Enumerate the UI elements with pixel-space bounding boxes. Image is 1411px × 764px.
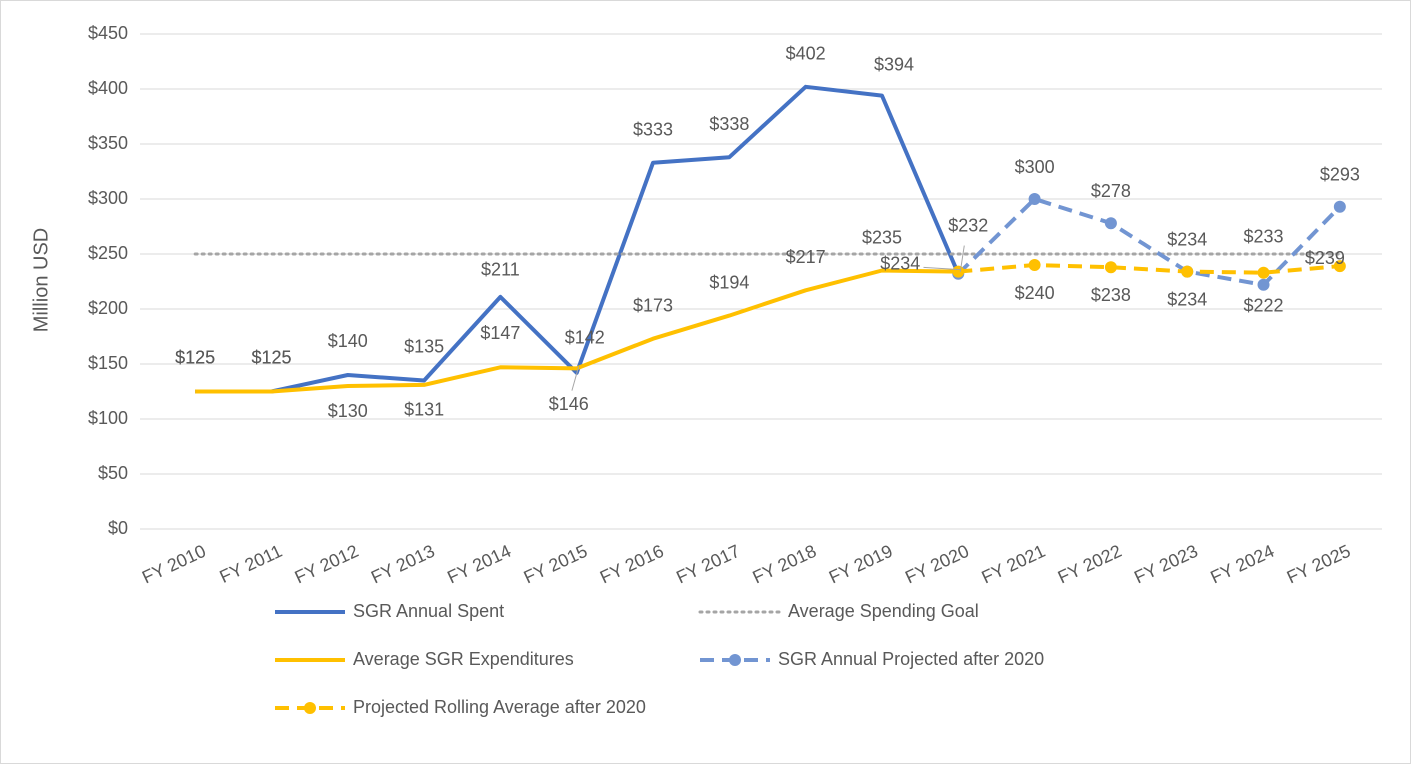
leader-line [571, 366, 580, 391]
series-line [958, 263, 1341, 275]
marker [1104, 261, 1117, 274]
data-label: $333 [633, 119, 673, 139]
data-label: $238 [1091, 285, 1131, 305]
marker [1257, 278, 1270, 291]
data-label: $131 [404, 400, 444, 420]
legend-label: Average SGR Expenditures [353, 649, 574, 669]
marker [1028, 193, 1041, 205]
data-label: $217 [786, 247, 826, 267]
data-label: $402 [786, 44, 826, 64]
y-tick-label: $150 [88, 353, 128, 373]
data-label: $232 [948, 216, 988, 236]
data-label: $194 [709, 272, 749, 292]
data-label: $125 [251, 347, 291, 367]
data-label: $234 [1167, 229, 1207, 249]
data-label: $146 [549, 394, 589, 414]
legend-label: SGR Annual Spent [353, 601, 504, 621]
y-tick-label: $0 [108, 518, 128, 538]
marker [1104, 217, 1117, 230]
data-label: $240 [1015, 283, 1055, 303]
data-label: $239 [1305, 248, 1345, 268]
marker [952, 265, 965, 278]
legend-marker [304, 702, 316, 714]
y-tick-label: $50 [98, 463, 128, 483]
data-label: $147 [480, 323, 520, 343]
y-tick-label: $350 [88, 133, 128, 153]
legend-label: Average Spending Goal [788, 601, 979, 621]
data-label: $211 [481, 260, 520, 280]
y-tick-label: $100 [88, 408, 128, 428]
data-label: $135 [404, 336, 444, 356]
y-tick-label: $400 [88, 78, 128, 98]
legend-marker [729, 654, 741, 666]
y-axis-title: Million USD [30, 228, 52, 332]
data-label: $125 [251, 347, 291, 367]
data-label: $222 [1244, 296, 1284, 316]
leader-line [959, 245, 965, 272]
marker [1333, 260, 1346, 273]
y-tick-label: $450 [88, 23, 128, 43]
series-line [956, 197, 1342, 287]
data-label: $142 [565, 328, 605, 348]
y-tick-label: $250 [88, 243, 128, 263]
legend-label: SGR Annual Projected after 2020 [778, 649, 1044, 669]
legend-label: Projected Rolling Average after 2020 [353, 697, 646, 717]
marker [1028, 259, 1041, 271]
data-label: $300 [1015, 157, 1055, 177]
data-label: $394 [874, 54, 914, 74]
marker [1181, 265, 1194, 278]
data-label: $234 [880, 253, 920, 273]
data-label: $338 [709, 114, 749, 134]
y-tick-label: $200 [88, 298, 128, 318]
data-label: $233 [1244, 226, 1284, 246]
series-line [195, 268, 959, 394]
data-label: $293 [1320, 164, 1360, 184]
y-tick-label: $300 [88, 188, 128, 208]
data-label: $234 [1167, 289, 1207, 309]
data-label: $140 [328, 331, 368, 351]
data-label: $130 [328, 401, 368, 421]
marker [1257, 266, 1270, 279]
data-label: $125 [175, 347, 215, 367]
leader-line [923, 266, 961, 271]
data-label: $235 [862, 227, 902, 247]
marker [1333, 200, 1346, 213]
data-label: $173 [633, 295, 673, 315]
data-label: $278 [1091, 181, 1131, 201]
data-label: $125 [175, 347, 215, 367]
